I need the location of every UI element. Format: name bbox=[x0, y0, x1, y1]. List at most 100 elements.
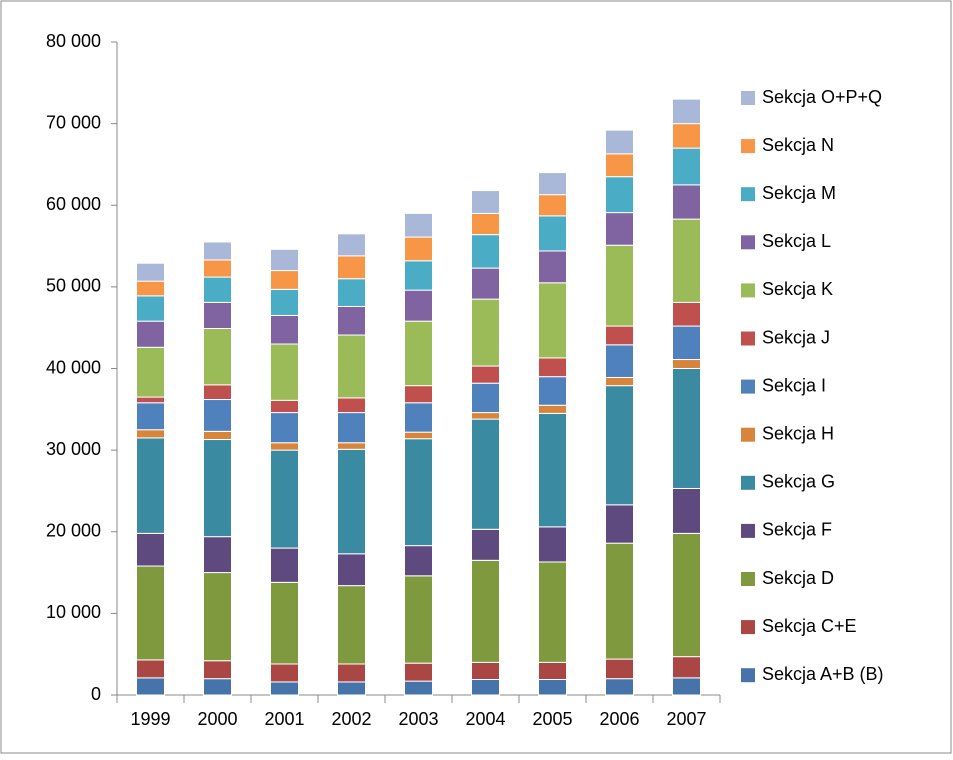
bar-segment bbox=[203, 384, 232, 401]
legend-label: Sekcja A+B (B) bbox=[762, 664, 884, 684]
bar-segment bbox=[538, 357, 567, 378]
bar-segment bbox=[605, 504, 634, 544]
y-tick-label: 40 000 bbox=[46, 357, 101, 377]
bar-segment bbox=[337, 278, 366, 307]
bar-segment bbox=[337, 663, 366, 683]
bar-segment bbox=[270, 442, 299, 451]
bar-segment bbox=[538, 412, 567, 528]
legend-label: Sekcja L bbox=[762, 231, 831, 251]
bar-segment bbox=[270, 681, 299, 696]
bar-segment bbox=[605, 542, 634, 660]
bar-segment bbox=[538, 172, 567, 196]
bar-segment bbox=[538, 678, 567, 696]
bar-segment bbox=[136, 346, 165, 398]
bar-segment bbox=[672, 147, 701, 186]
y-tick-label: 60 000 bbox=[46, 194, 101, 214]
bar-segment bbox=[404, 402, 433, 433]
bar-segment bbox=[404, 680, 433, 696]
bar-segment bbox=[605, 678, 634, 696]
bar-segment bbox=[672, 301, 701, 327]
bar-segment bbox=[404, 438, 433, 547]
y-tick-label: 0 bbox=[91, 684, 101, 704]
bar-segment bbox=[605, 244, 634, 327]
bar-segment bbox=[605, 385, 634, 506]
bar-segment bbox=[538, 250, 567, 284]
bar-segment bbox=[337, 412, 366, 444]
bar-segment bbox=[203, 328, 232, 386]
legend-swatch bbox=[741, 331, 755, 346]
legend-swatch bbox=[741, 139, 755, 154]
bar-segment bbox=[404, 320, 433, 387]
bar-segment bbox=[471, 661, 500, 680]
bar-segment bbox=[538, 215, 567, 252]
bar-segment bbox=[270, 412, 299, 444]
bar-segment bbox=[471, 559, 500, 663]
legend-swatch bbox=[741, 187, 755, 202]
bar-segment bbox=[203, 439, 232, 538]
bar-segment bbox=[270, 314, 299, 345]
bar-segment bbox=[203, 241, 232, 261]
bar-segment bbox=[471, 412, 500, 420]
bar-segment bbox=[404, 289, 433, 322]
bar-segment bbox=[136, 429, 165, 439]
bar-segment bbox=[337, 255, 366, 280]
legend-swatch bbox=[741, 283, 755, 298]
legend-swatch bbox=[741, 91, 755, 105]
bar-segment bbox=[471, 365, 500, 384]
bar-segment bbox=[136, 437, 165, 534]
bar-segment bbox=[471, 267, 500, 300]
bar-segment bbox=[203, 572, 232, 662]
bar-segment bbox=[203, 276, 232, 303]
legend-label: Sekcja M bbox=[762, 183, 836, 203]
bar-segment bbox=[337, 233, 366, 257]
bar-segment bbox=[672, 359, 701, 369]
bar-segment bbox=[136, 295, 165, 322]
bar-segment bbox=[270, 248, 299, 272]
bar-segment bbox=[136, 677, 165, 696]
y-tick-label: 10 000 bbox=[46, 602, 101, 622]
bar-segment bbox=[605, 325, 634, 346]
bar-segment bbox=[270, 581, 299, 665]
bar-segment bbox=[270, 399, 299, 414]
bar-segment bbox=[337, 442, 366, 450]
legend-swatch bbox=[741, 523, 755, 538]
y-tick-label: 50 000 bbox=[46, 276, 101, 296]
bar-segment bbox=[538, 282, 567, 359]
x-tick-label: 2003 bbox=[398, 709, 438, 729]
bar-segment bbox=[337, 681, 366, 696]
bar-segment bbox=[337, 448, 366, 555]
legend-swatch bbox=[741, 379, 755, 394]
bar-segment bbox=[672, 123, 701, 149]
bar-segment bbox=[270, 663, 299, 683]
bar-segment bbox=[203, 536, 232, 574]
bar-segment bbox=[672, 487, 701, 534]
x-tick-label: 2000 bbox=[197, 709, 237, 729]
bar-segment bbox=[404, 212, 433, 238]
bar-segment bbox=[337, 397, 366, 414]
bar-segment bbox=[337, 334, 366, 399]
bar-segment bbox=[672, 656, 701, 679]
bar-segment bbox=[203, 399, 232, 432]
bar-segment bbox=[471, 528, 500, 561]
legend-label: Sekcja I bbox=[762, 375, 826, 395]
bar-segment bbox=[270, 270, 299, 290]
bar-segment bbox=[203, 259, 232, 278]
legend-swatch bbox=[741, 668, 755, 683]
legend-label: Sekcja D bbox=[762, 568, 834, 588]
y-tick-label: 20 000 bbox=[46, 521, 101, 541]
bar-segment bbox=[605, 376, 634, 387]
bar-segment bbox=[404, 662, 433, 682]
x-tick-label: 2004 bbox=[465, 709, 505, 729]
bar-segment bbox=[404, 431, 433, 440]
bar-segment bbox=[672, 677, 701, 696]
bar-segment bbox=[136, 532, 165, 567]
legend-swatch bbox=[741, 572, 755, 586]
x-tick-label: 2002 bbox=[331, 709, 371, 729]
bar-segment bbox=[404, 575, 433, 664]
y-tick-label: 70 000 bbox=[46, 112, 101, 132]
legend-swatch bbox=[741, 475, 755, 490]
legend-label: Sekcja N bbox=[762, 135, 834, 155]
bar-segment bbox=[203, 301, 232, 330]
bar-segment bbox=[270, 343, 299, 401]
